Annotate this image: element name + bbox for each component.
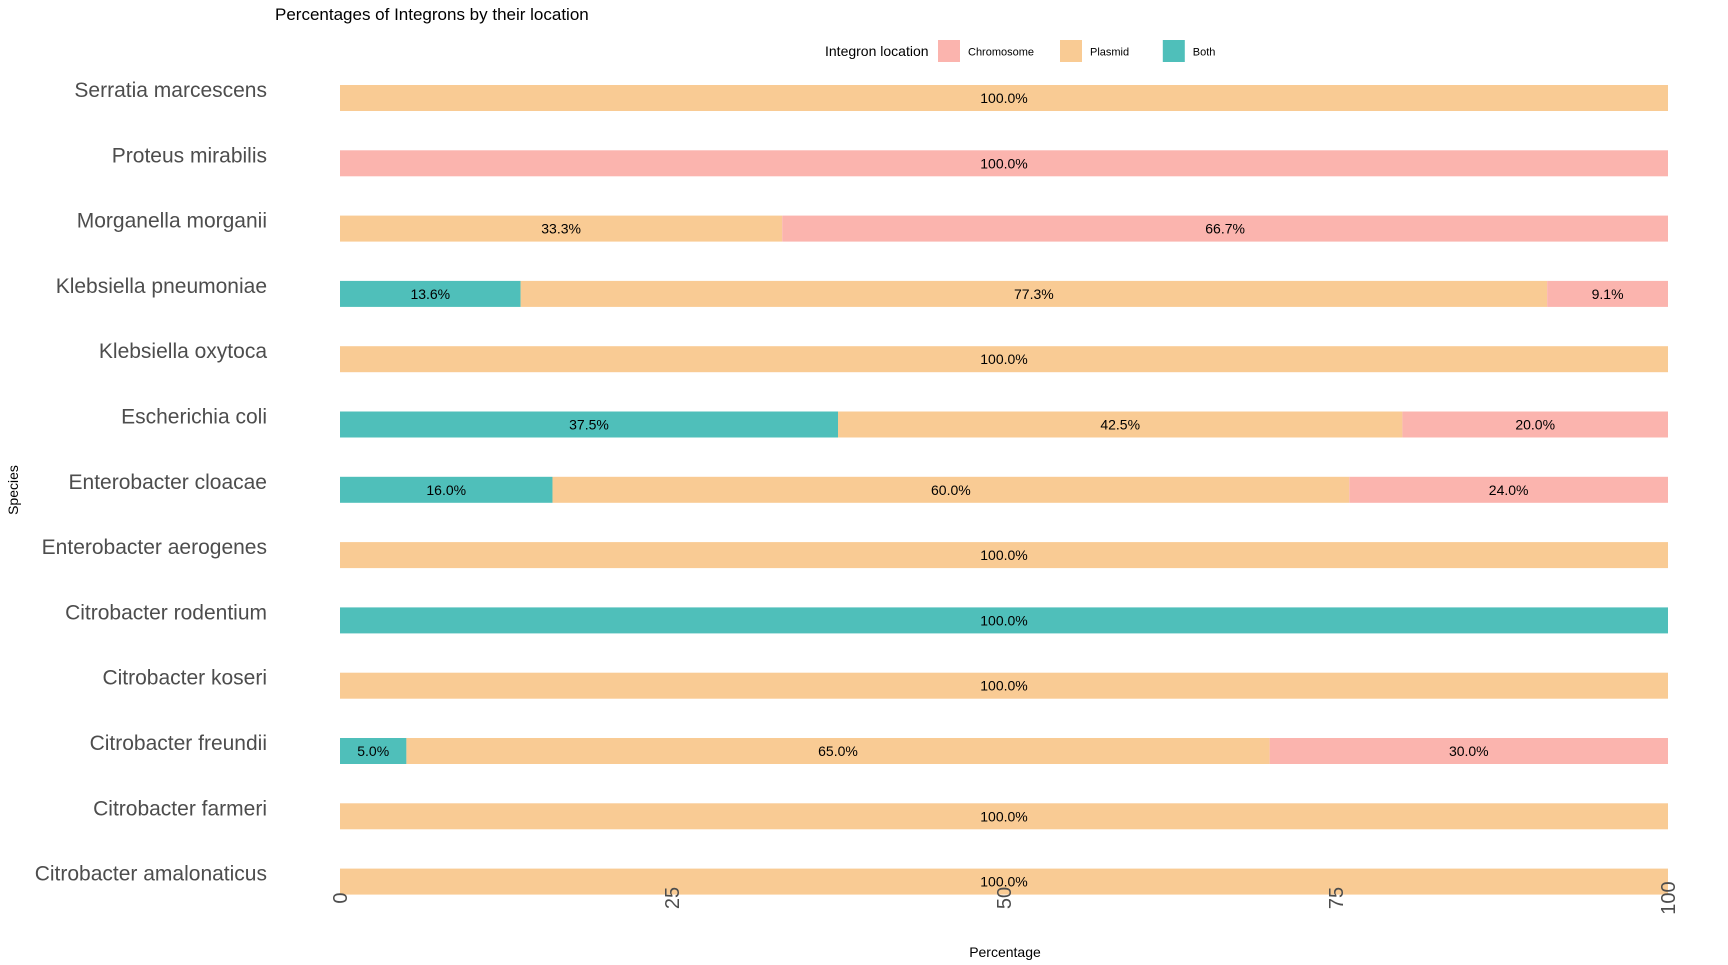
data-label-serratia-marcescens-plasmid: 100.0% xyxy=(980,90,1027,106)
data-label-klebsiella-pneumoniae-chromosome: 9.1% xyxy=(1592,286,1624,302)
data-label-morganella-morganii-chromosome: 66.7% xyxy=(1205,221,1245,237)
legend: Integron location Chromosome Plasmid Both xyxy=(825,40,1215,62)
bar-citrobacter-freundii-both xyxy=(340,738,407,764)
bar-klebsiella-pneumoniae-plasmid xyxy=(520,280,1548,307)
bar-morganella-morganii-chromosome xyxy=(782,215,1668,242)
bar-proteus-mirabilis-chromosome xyxy=(340,150,1668,177)
bar-citrobacter-rodentium-both xyxy=(340,607,1668,634)
data-label-citrobacter-koseri-plasmid: 100.0% xyxy=(980,678,1027,694)
data-label-citrobacter-freundii-chromosome: 30.0% xyxy=(1449,743,1489,759)
data-label-escherichia-coli-chromosome: 20.0% xyxy=(1515,417,1555,433)
x-tick-label-100: 100 xyxy=(1658,881,1680,914)
data-label-citrobacter-freundii-plasmid: 65.0% xyxy=(818,743,858,759)
x-tick-label-75: 75 xyxy=(1326,887,1348,909)
bar-klebsiella-pneumoniae-both xyxy=(340,280,521,307)
legend-swatch-chromosome xyxy=(938,40,960,62)
species-label-citrobacter-farmeri: Citrobacter farmeri xyxy=(93,797,267,820)
bar-escherichia-coli-chromosome xyxy=(1402,411,1668,438)
species-labels: Serratia marcescens Proteus mirabilis Morg… xyxy=(35,79,268,886)
y-axis-title: Species xyxy=(5,465,21,515)
bar-citrobacter-freundii-chromosome xyxy=(1269,738,1668,764)
species-label-citrobacter-rodentium: Citrobacter rodentium xyxy=(65,601,267,624)
bar-enterobacter-cloacae-both xyxy=(340,476,553,503)
species-label-citrobacter-amalonaticus: Citrobacter amalonaticus xyxy=(35,863,267,886)
data-label-escherichia-coli-plasmid: 42.5% xyxy=(1100,417,1140,433)
species-label-klebsiella-pneumoniae: Klebsiella pneumoniae xyxy=(56,275,267,298)
legend-label-both: Both xyxy=(1193,47,1216,59)
bar-serratia-marcescens-plasmid xyxy=(340,85,1668,111)
species-label-enterobacter-aerogenes: Enterobacter aerogenes xyxy=(42,536,267,559)
species-label-morganella-morganii: Morganella morganii xyxy=(77,210,267,233)
x-tick-label-25: 25 xyxy=(662,887,684,909)
bar-citrobacter-farmeri-plasmid xyxy=(340,803,1668,830)
bar-enterobacter-cloacae-chromosome xyxy=(1349,476,1668,503)
bar-enterobacter-cloacae-plasmid xyxy=(552,476,1350,503)
legend-label-plasmid: Plasmid xyxy=(1090,47,1129,59)
legend-entries: Chromosome Plasmid Both xyxy=(938,40,1215,62)
data-label-citrobacter-rodentium-both: 100.0% xyxy=(980,612,1027,628)
species-label-escherichia-coli: Escherichia coli xyxy=(121,406,267,429)
data-label-enterobacter-aerogenes-plasmid: 100.0% xyxy=(980,547,1027,563)
species-label-citrobacter-freundii: Citrobacter freundii xyxy=(90,732,267,755)
legend-swatch-plasmid xyxy=(1060,40,1082,62)
x-tick-label-50: 50 xyxy=(994,887,1016,909)
bar-citrobacter-koseri-plasmid xyxy=(340,672,1668,699)
data-label-proteus-mirabilis-chromosome: 100.0% xyxy=(980,155,1027,171)
data-label-citrobacter-farmeri-plasmid: 100.0% xyxy=(980,808,1027,824)
x-axis: 0 25 50 75 100 xyxy=(330,881,1680,914)
data-label-enterobacter-cloacae-both: 16.0% xyxy=(426,482,466,498)
bar-escherichia-coli-both xyxy=(340,411,838,438)
data-label-klebsiella-pneumoniae-plasmid: 77.3% xyxy=(1014,286,1054,302)
chart-title: Percentages of Integrons by their locati… xyxy=(275,5,589,24)
data-label-enterobacter-cloacae-plasmid: 60.0% xyxy=(931,482,971,498)
species-label-proteus-mirabilis: Proteus mirabilis xyxy=(112,144,267,167)
species-label-enterobacter-cloacae: Enterobacter cloacae xyxy=(69,471,267,494)
x-tick-label-0: 0 xyxy=(330,892,352,903)
data-label-citrobacter-freundii-both: 5.0% xyxy=(357,743,389,759)
species-label-citrobacter-koseri: Citrobacter koseri xyxy=(102,667,267,690)
data-label-enterobacter-cloacae-chromosome: 24.0% xyxy=(1489,482,1529,498)
legend-title: Integron location xyxy=(825,43,929,59)
legend-label-chromosome: Chromosome xyxy=(968,47,1034,59)
bar-citrobacter-freundii-plasmid xyxy=(406,738,1270,764)
data-label-citrobacter-amalonaticus-plasmid: 100.0% xyxy=(980,874,1027,890)
x-axis-title: Percentage xyxy=(969,944,1041,960)
data-label-morganella-morganii-plasmid: 33.3% xyxy=(541,221,581,237)
bar-citrobacter-amalonaticus-plasmid xyxy=(340,868,1668,895)
species-label-serratia-marcescens: Serratia marcescens xyxy=(74,79,267,102)
bar-escherichia-coli-plasmid xyxy=(838,411,1403,438)
data-label-klebsiella-oxytoca-plasmid: 100.0% xyxy=(980,351,1027,367)
data-labels: 100.0% 100.0% 33.3% 66.7% 13.6% 77.3% 9.1% 100.… xyxy=(357,90,1623,890)
bar-klebsiella-pneumoniae-chromosome xyxy=(1547,280,1668,307)
data-label-escherichia-coli-both: 37.5% xyxy=(569,417,609,433)
bar-morganella-morganii-plasmid xyxy=(340,215,783,242)
species-label-klebsiella-oxytoca: Klebsiella oxytoca xyxy=(99,340,267,363)
bar-klebsiella-oxytoca-plasmid xyxy=(340,346,1668,373)
bars xyxy=(340,85,1668,895)
data-label-klebsiella-pneumoniae-both: 13.6% xyxy=(410,286,450,302)
legend-swatch-both xyxy=(1162,40,1185,62)
bar-enterobacter-aerogenes-plasmid xyxy=(340,542,1668,569)
